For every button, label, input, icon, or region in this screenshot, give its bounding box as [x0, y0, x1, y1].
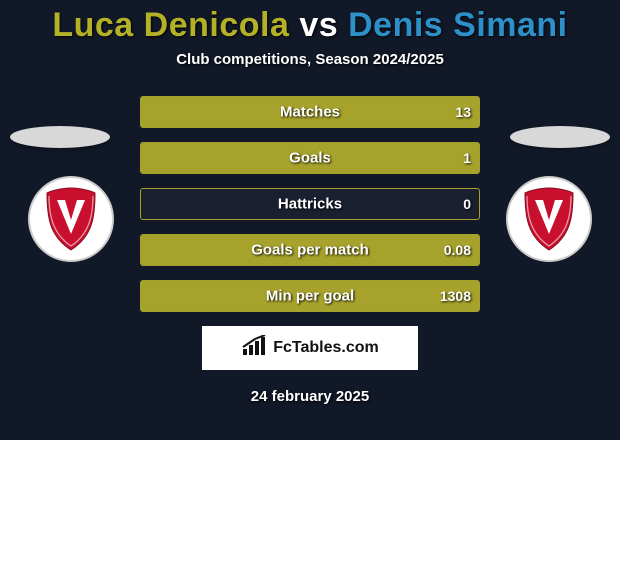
stat-label: Hattricks	[141, 196, 479, 213]
chart-icon	[241, 335, 269, 362]
stat-row: Goals per match0.08	[140, 234, 480, 266]
brand-text: FcTables.com	[273, 339, 379, 357]
player2-name: Denis Simani	[348, 6, 568, 44]
comparison-widget: Luca Denicola vs Denis Simani Club compe…	[0, 0, 620, 440]
stat-label: Goals	[141, 150, 479, 167]
stat-value-right: 1	[463, 150, 471, 166]
stat-row: Hattricks0	[140, 188, 480, 220]
stat-label: Min per goal	[141, 288, 479, 305]
stats-list: Matches13 Goals1 Hattricks0 Goals per match…	[0, 96, 620, 312]
stat-label: Goals per match	[141, 242, 479, 259]
date-label: 24 february 2025	[0, 388, 620, 405]
subtitle: Club competitions, Season 2024/2025	[0, 51, 620, 68]
stat-value-right: 13	[455, 104, 471, 120]
stat-row: Matches13	[140, 96, 480, 128]
vs-word: vs	[299, 6, 338, 44]
page-title: Luca Denicola vs Denis Simani	[0, 6, 620, 45]
stat-label: Matches	[141, 104, 479, 121]
stat-row: Goals1	[140, 142, 480, 174]
stat-row: Min per goal1308	[140, 280, 480, 312]
player1-name: Luca Denicola	[52, 6, 289, 44]
brand-badge[interactable]: FcTables.com	[202, 326, 418, 370]
stat-value-right: 0	[463, 196, 471, 212]
stat-value-right: 1308	[440, 288, 471, 304]
stat-value-right: 0.08	[444, 242, 471, 258]
